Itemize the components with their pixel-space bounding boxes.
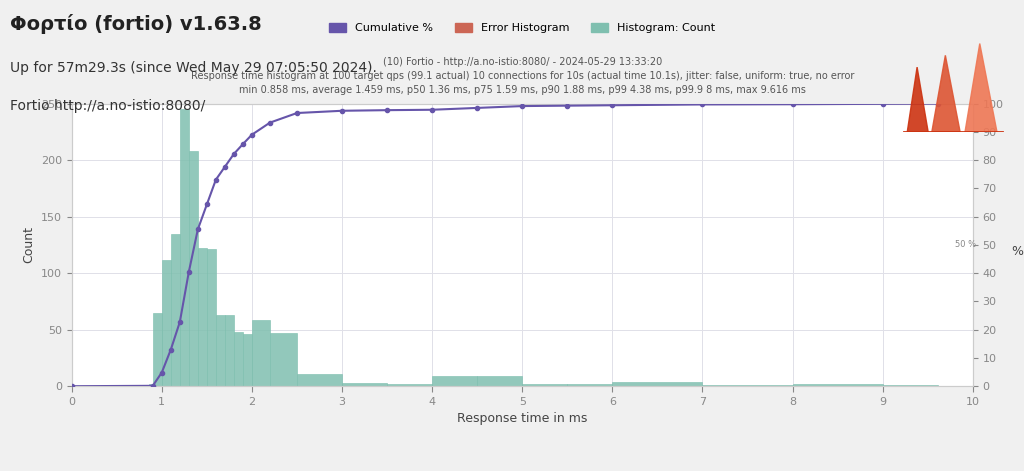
Bar: [216, 315, 225, 386]
Bar: [153, 313, 162, 386]
Bar: [702, 385, 793, 386]
Bar: [188, 151, 198, 386]
Bar: [225, 315, 233, 386]
Polygon shape: [932, 55, 961, 132]
Text: Up for 57m29.3s (since Wed May 29 07:05:50 2024).: Up for 57m29.3s (since Wed May 29 07:05:…: [10, 61, 377, 75]
Title: (10) Fortio - http://a.no-istio:8080/ - 2024-05-29 13:33:20
Response time histog: (10) Fortio - http://a.no-istio:8080/ - …: [190, 57, 854, 95]
Bar: [252, 319, 270, 386]
Bar: [207, 250, 216, 386]
Bar: [522, 384, 567, 386]
Text: Φορτίο (fortio) v1.63.8: Φορτίο (fortio) v1.63.8: [10, 14, 262, 34]
Bar: [387, 384, 432, 386]
Polygon shape: [965, 44, 997, 132]
Bar: [342, 383, 387, 386]
Y-axis label: %: %: [1012, 245, 1023, 258]
Bar: [432, 376, 477, 386]
Bar: [793, 384, 883, 386]
Bar: [297, 374, 342, 386]
Bar: [180, 109, 188, 386]
Bar: [162, 260, 171, 386]
Bar: [233, 332, 243, 386]
Bar: [270, 333, 297, 386]
Bar: [883, 385, 938, 386]
Legend: Cumulative %, Error Histogram, Histogram: Count: Cumulative %, Error Histogram, Histogram…: [325, 19, 720, 38]
Bar: [171, 234, 180, 386]
Text: 50 %: 50 %: [954, 240, 976, 250]
Text: Fortio http://a.no-istio:8080/: Fortio http://a.no-istio:8080/: [10, 99, 206, 113]
Bar: [567, 384, 612, 386]
Bar: [150, 384, 153, 386]
X-axis label: Response time in ms: Response time in ms: [457, 412, 588, 425]
Polygon shape: [907, 67, 928, 132]
Y-axis label: Count: Count: [23, 227, 35, 263]
Bar: [243, 334, 252, 386]
Bar: [612, 382, 702, 386]
Bar: [477, 376, 522, 386]
Bar: [198, 248, 207, 386]
